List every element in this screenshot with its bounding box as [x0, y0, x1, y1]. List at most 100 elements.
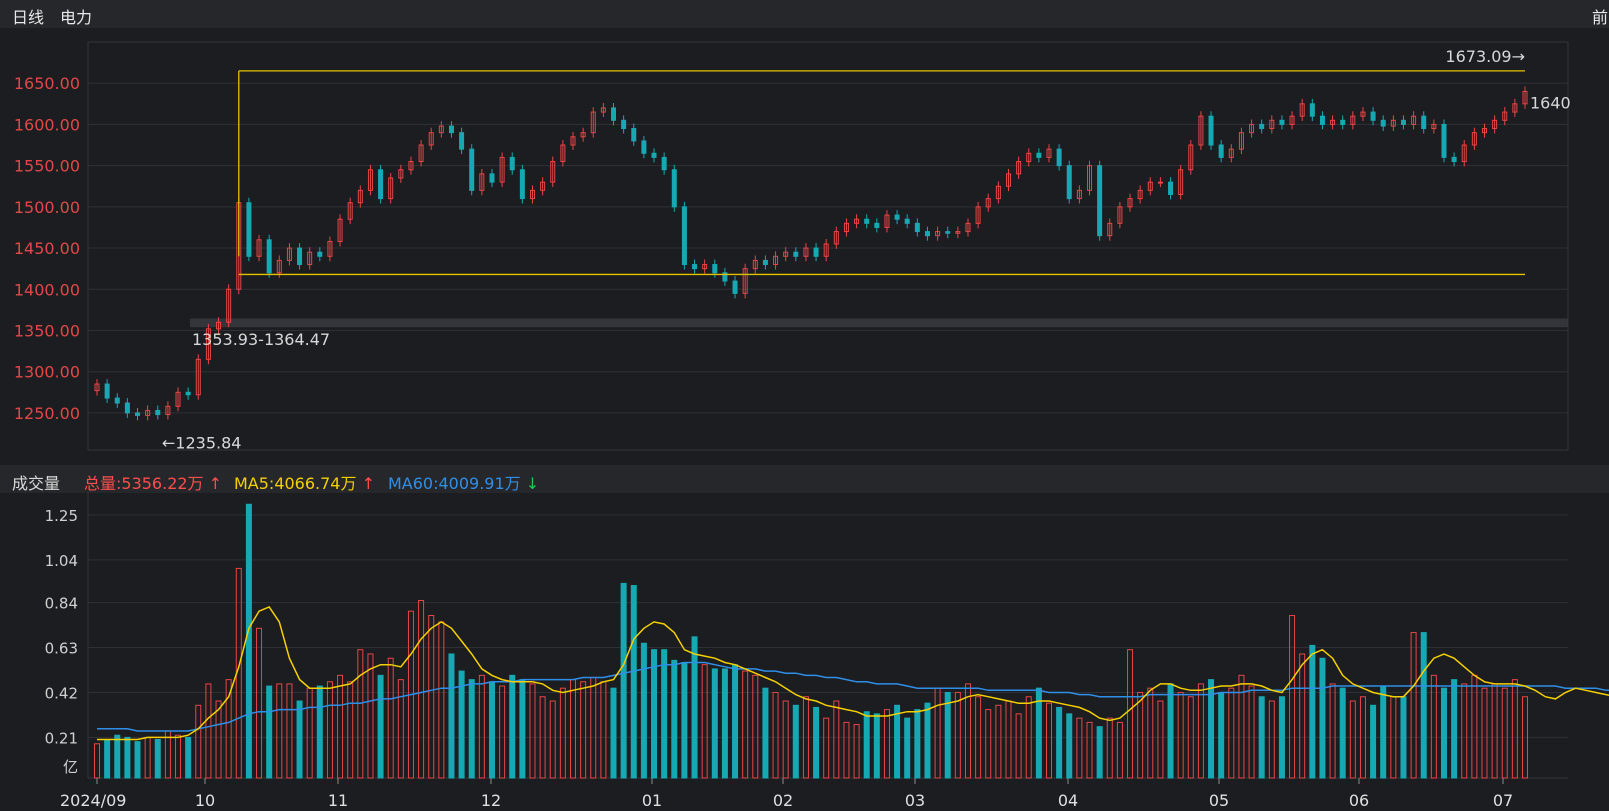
candle-body [489, 173, 495, 183]
candle-body [145, 409, 151, 416]
price-tick-label: 1300.00 [14, 363, 80, 382]
candle-body [1036, 152, 1042, 158]
candle-body [1107, 222, 1113, 237]
candle-body [246, 202, 252, 257]
volume-bar [1258, 696, 1265, 779]
candle-body [762, 259, 768, 266]
candle-body [894, 214, 900, 220]
volume-bar [478, 674, 485, 779]
volume-bar [802, 696, 809, 779]
candle-body [1259, 123, 1265, 130]
x-tick-label: 11 [328, 791, 348, 810]
candle-body [1137, 189, 1143, 200]
volume-bar [519, 679, 526, 779]
candle-body [1178, 169, 1184, 195]
high-annotation: 1673.09→ [1445, 47, 1525, 66]
candle-body [732, 280, 738, 294]
candle-body [1208, 115, 1214, 146]
candle-body [1168, 181, 1174, 195]
volume-bar [1501, 687, 1508, 779]
volume-bar [742, 670, 749, 779]
candle-body [1157, 181, 1163, 184]
candle-body [1117, 206, 1123, 224]
x-tick-label: 10 [195, 791, 215, 810]
volume-bar [175, 734, 182, 779]
candle-body [1370, 111, 1376, 121]
volume-bar [681, 662, 688, 779]
ma60-line [97, 661, 1609, 732]
volume-bar [387, 657, 394, 779]
volume-ma5: MA5:4066.74万 ↑ [234, 474, 375, 493]
volume-bar [1035, 687, 1042, 779]
volume-bar [468, 679, 475, 779]
candle-body [904, 218, 910, 224]
volume-bar [1349, 700, 1356, 779]
volume-bar [1086, 721, 1093, 779]
volume-bar [286, 683, 293, 779]
price-tick-label: 1550.00 [14, 157, 80, 176]
volume-bar [701, 664, 708, 779]
candle-body [1016, 161, 1022, 175]
x-tick-label: 01 [642, 791, 662, 810]
volume-bar [316, 685, 323, 779]
price-tick-label: 1450.00 [14, 239, 80, 258]
candle-body [985, 198, 991, 208]
volume-bar [549, 700, 556, 779]
volume-bar [620, 582, 627, 779]
candle-body [276, 259, 282, 274]
volume-bar [570, 679, 576, 779]
volume-bar [792, 704, 799, 779]
volume-bar [711, 668, 718, 779]
volume-bar [1208, 679, 1215, 779]
volume-tick-label: 1.25 [45, 507, 78, 525]
volume-bar [428, 614, 435, 779]
candle-body [124, 402, 130, 414]
candle-body [529, 189, 535, 200]
volume-bar [1511, 679, 1518, 779]
volume-bar [337, 674, 344, 779]
price-tick-label: 1500.00 [14, 198, 80, 217]
candle-body [1481, 128, 1487, 134]
volume-bar [1299, 653, 1306, 779]
volume-bar [1116, 721, 1123, 779]
candle-body [621, 119, 627, 130]
volume-bar [1440, 687, 1447, 779]
volume-bar [1481, 687, 1488, 779]
candle-body [398, 169, 404, 179]
candle-body [347, 202, 353, 220]
volume-bar [782, 700, 789, 779]
candle-body [499, 156, 505, 183]
volume-bar [276, 683, 283, 779]
candle-body [580, 132, 586, 138]
volume-bar [985, 709, 992, 779]
candle-body [1087, 165, 1093, 191]
candle-body [1502, 111, 1508, 121]
volume-bar [772, 691, 779, 779]
volume-title[interactable]: 成交量 [12, 474, 61, 493]
volume-bar [144, 736, 151, 779]
candle-body [813, 247, 819, 257]
candle-body [378, 169, 384, 200]
candle-body [864, 218, 870, 224]
title-bar: 日线 电力 前 [0, 0, 1609, 28]
candle-body [1380, 119, 1386, 127]
period-label[interactable]: 日线 [12, 8, 45, 27]
candle-body [205, 328, 211, 360]
candle-body [1279, 119, 1285, 125]
candle-body [793, 251, 799, 257]
candle-body [600, 107, 606, 113]
candle-body [752, 259, 758, 270]
candle-body [428, 132, 434, 146]
candle-body [1390, 119, 1396, 127]
volume-bar [1400, 696, 1407, 779]
volume-bar [600, 681, 607, 779]
volume-bar [1420, 632, 1427, 779]
volume-bar [1359, 696, 1366, 779]
low-annotation: ←1235.84 [162, 434, 242, 453]
volume-bar [1461, 683, 1468, 779]
candle-body [459, 132, 465, 150]
candle-body [823, 243, 829, 257]
candle-body [195, 358, 201, 396]
volume-bar [458, 670, 465, 779]
